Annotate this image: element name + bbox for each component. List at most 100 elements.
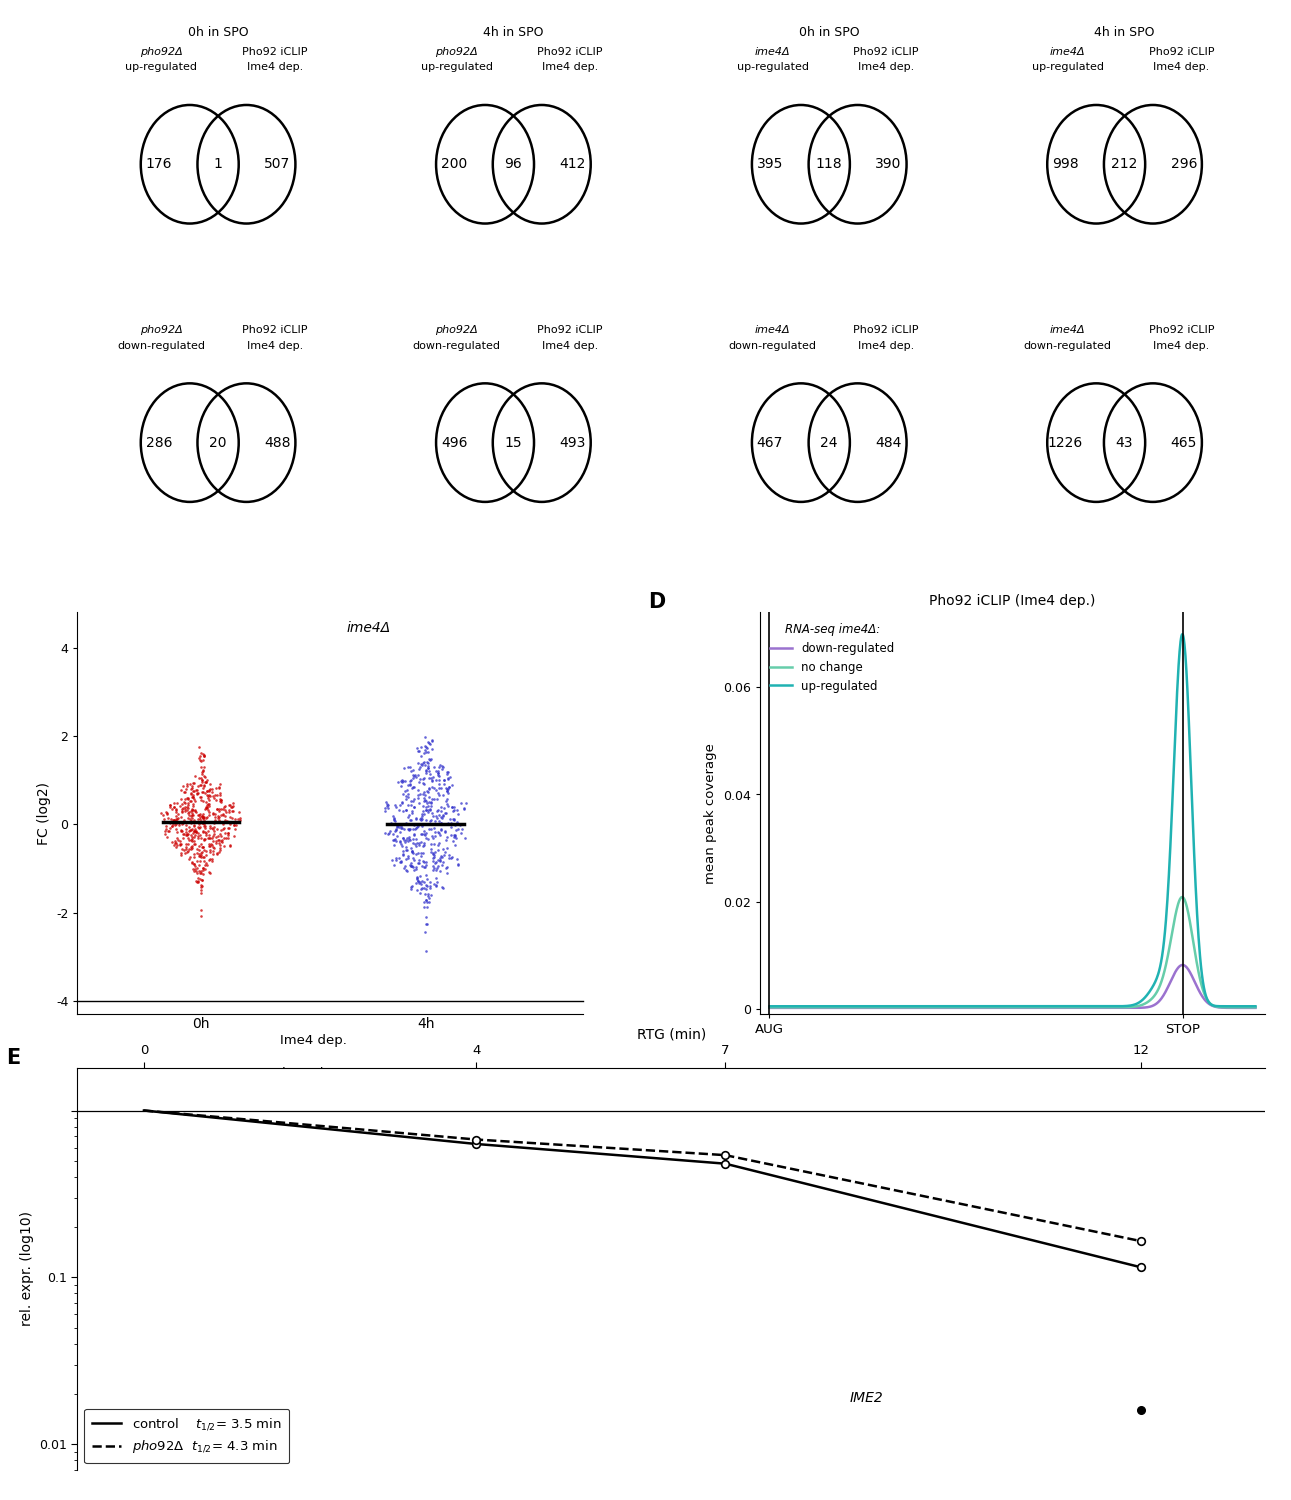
Text: Pho92 iCLIP: Pho92 iCLIP xyxy=(853,326,919,336)
Point xyxy=(407,736,427,760)
Point xyxy=(170,818,191,842)
Point xyxy=(395,798,416,822)
Point xyxy=(392,825,413,849)
Point xyxy=(223,824,244,848)
Point xyxy=(160,816,181,840)
Point xyxy=(430,777,451,801)
Point xyxy=(200,833,221,856)
Point xyxy=(200,815,221,839)
Point xyxy=(420,886,440,910)
Point xyxy=(207,842,227,866)
Point xyxy=(194,774,214,798)
Point xyxy=(183,810,204,834)
Point xyxy=(196,806,217,830)
Point xyxy=(436,777,457,801)
down-regulated xyxy=(958,999,973,1017)
Point xyxy=(192,748,213,772)
Point xyxy=(194,812,214,836)
Point xyxy=(421,840,442,864)
Point xyxy=(420,870,440,894)
Point xyxy=(422,849,443,873)
Text: Pho92 iCLIP: Pho92 iCLIP xyxy=(537,46,603,57)
Point xyxy=(421,766,442,790)
Point xyxy=(398,828,418,852)
Point xyxy=(210,788,231,812)
Point xyxy=(201,847,222,871)
Point xyxy=(203,780,223,804)
Point xyxy=(395,830,416,854)
Point xyxy=(454,825,475,849)
Point xyxy=(423,843,444,867)
Point xyxy=(194,856,214,880)
Point xyxy=(425,825,445,849)
Point xyxy=(420,876,440,900)
Point xyxy=(178,788,199,812)
Point xyxy=(392,813,413,837)
Text: Pho92 iCLIP: Pho92 iCLIP xyxy=(241,326,307,336)
Point xyxy=(413,780,434,804)
Point xyxy=(194,849,214,873)
Point xyxy=(396,859,417,883)
Point xyxy=(436,861,457,885)
Point xyxy=(409,792,430,816)
down-regulated xyxy=(976,999,991,1017)
Point xyxy=(191,842,212,866)
Point xyxy=(412,868,432,892)
Point xyxy=(190,744,210,768)
Point xyxy=(154,807,174,831)
Point xyxy=(201,810,222,834)
Point xyxy=(170,842,191,866)
Point xyxy=(225,818,245,842)
Point xyxy=(403,855,423,879)
Text: 488: 488 xyxy=(265,435,290,450)
Point xyxy=(417,730,438,754)
Point xyxy=(198,792,218,816)
Point xyxy=(200,816,221,840)
Point xyxy=(204,819,225,843)
Point xyxy=(229,800,249,824)
Point xyxy=(409,771,430,795)
Point xyxy=(416,807,436,831)
Point xyxy=(210,804,231,828)
Point xyxy=(156,801,177,825)
Point xyxy=(187,849,208,873)
Text: pho92Δ: pho92Δ xyxy=(435,46,478,57)
Point xyxy=(203,818,223,842)
Point xyxy=(182,852,203,876)
Point xyxy=(394,818,414,842)
Point xyxy=(203,822,223,846)
Point xyxy=(429,810,449,834)
Point xyxy=(381,812,402,836)
Point xyxy=(188,842,209,866)
Point xyxy=(176,836,196,860)
Point xyxy=(392,768,413,792)
Point xyxy=(223,813,244,837)
Point xyxy=(190,861,210,885)
Point xyxy=(414,831,435,855)
Point xyxy=(423,776,444,800)
Point xyxy=(192,758,213,782)
Point xyxy=(183,830,204,854)
Point xyxy=(183,819,204,843)
Point xyxy=(430,818,451,842)
Point xyxy=(392,843,413,867)
Point xyxy=(398,844,418,868)
Point xyxy=(411,842,431,866)
Point xyxy=(436,825,457,849)
Point xyxy=(188,834,209,858)
Point xyxy=(190,807,210,831)
Point xyxy=(440,846,461,870)
Point xyxy=(181,837,201,861)
Point xyxy=(418,790,439,814)
Point xyxy=(430,824,451,848)
Point xyxy=(176,837,196,861)
Point xyxy=(418,730,439,754)
Point xyxy=(391,790,412,814)
Point xyxy=(377,796,398,820)
Point xyxy=(182,774,203,798)
Point xyxy=(423,843,444,867)
Point xyxy=(190,861,210,885)
Point xyxy=(192,780,213,804)
Point xyxy=(182,798,203,822)
Point xyxy=(427,759,448,783)
